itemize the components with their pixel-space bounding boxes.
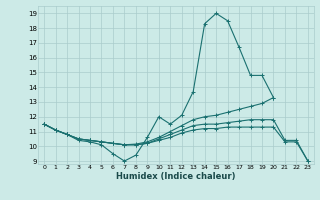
X-axis label: Humidex (Indice chaleur): Humidex (Indice chaleur) <box>116 172 236 181</box>
